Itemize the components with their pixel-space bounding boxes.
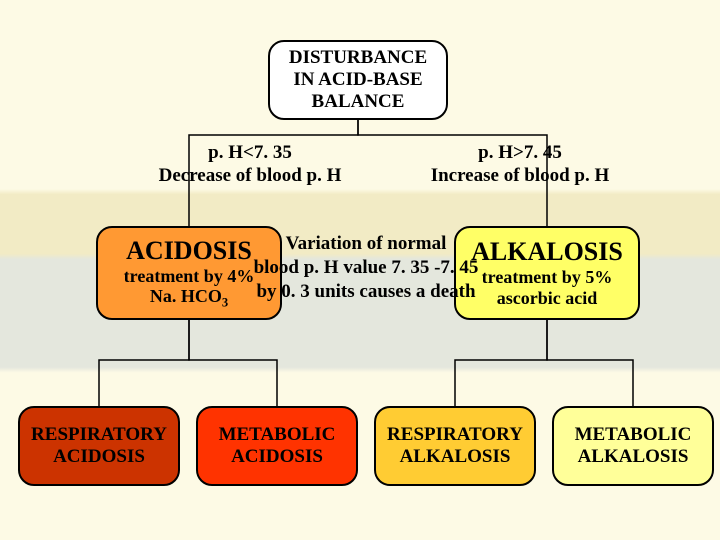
- resp-alk-l2: ALKALOSIS: [400, 446, 511, 468]
- center-line2: blood p. H value 7. 35 -7. 45: [236, 256, 496, 280]
- acidosis-sub2-sub: 3: [222, 296, 228, 310]
- edge-label-left: p. H<7. 35 Decrease of blood p. H: [130, 142, 370, 188]
- center-line3: by 0. 3 units causes a death: [236, 280, 496, 304]
- edge-right-line2: Increase of blood p. H: [400, 165, 640, 188]
- node-resp-acidosis: RESPIRATORY ACIDOSIS: [18, 406, 180, 486]
- node-root: DISTURBANCE IN ACID-BASE BALANCE: [268, 40, 448, 120]
- node-met-alkalosis: METABOLIC ALKALOSIS: [552, 406, 714, 486]
- met-alk-l1: METABOLIC: [575, 424, 692, 446]
- acidosis-sub1: treatment by 4%: [124, 266, 255, 287]
- root-line1: DISTURBANCE: [289, 47, 427, 69]
- met-alk-l2: ALKALOSIS: [578, 446, 689, 468]
- edge-left-line2: Decrease of blood p. H: [130, 165, 370, 188]
- node-resp-alkalosis: RESPIRATORY ALKALOSIS: [374, 406, 536, 486]
- resp-acid-l1: RESPIRATORY: [31, 424, 167, 446]
- edge-left-line1: p. H<7. 35: [130, 142, 370, 165]
- alkalosis-sub1: treatment by 5%: [482, 267, 613, 288]
- resp-alk-l1: RESPIRATORY: [387, 424, 523, 446]
- resp-acid-l2: ACIDOSIS: [53, 446, 145, 468]
- alkalosis-sub2: ascorbic acid: [497, 288, 598, 309]
- node-met-acidosis: METABOLIC ACIDOSIS: [196, 406, 358, 486]
- acidosis-title: ACIDOSIS: [126, 236, 252, 266]
- acidosis-sub2-pre: Na. HCO: [150, 286, 222, 306]
- root-line3: BALANCE: [312, 91, 405, 113]
- met-acid-l1: METABOLIC: [219, 424, 336, 446]
- center-note: Variation of normal blood p. H value 7. …: [236, 232, 496, 303]
- acidosis-sub2: Na. HCO3: [150, 286, 228, 310]
- met-acid-l2: ACIDOSIS: [231, 446, 323, 468]
- root-line2: IN ACID-BASE: [293, 69, 422, 91]
- edge-right-line1: p. H>7. 45: [400, 142, 640, 165]
- center-line1: Variation of normal: [236, 232, 496, 256]
- edge-label-right: p. H>7. 45 Increase of blood p. H: [400, 142, 640, 188]
